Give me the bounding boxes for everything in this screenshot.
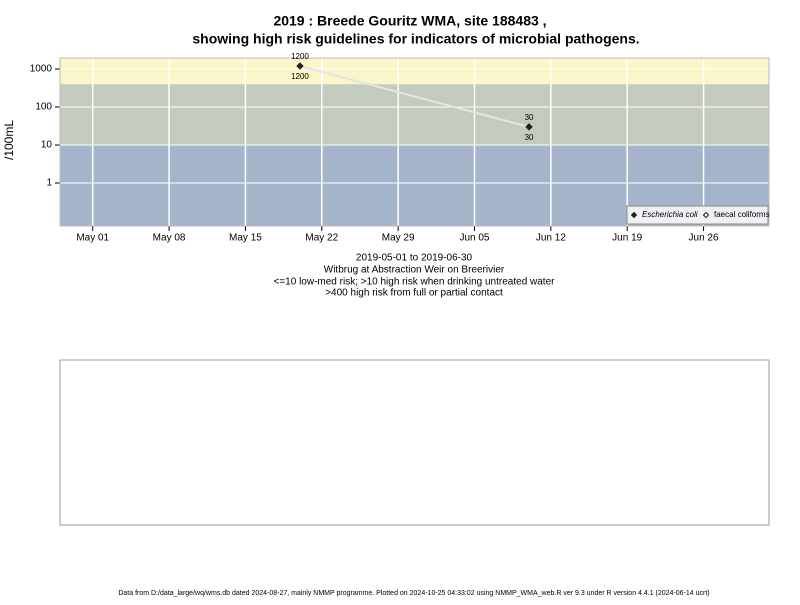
legend-label: Escherichia coli (642, 210, 698, 219)
risk-band (60, 58, 769, 85)
x-tick-label: May 29 (382, 233, 415, 244)
data-point (296, 62, 304, 70)
data-label: 1200 (291, 72, 309, 81)
chart-title: 2019 : Breede Gouritz WMA, site 188483 , (273, 13, 546, 29)
subtitle: 2019-05-01 to 2019-06-30 (356, 253, 473, 264)
risk-band (60, 84, 769, 146)
x-tick-label: May 15 (229, 233, 262, 244)
x-tick-label: May 08 (153, 233, 186, 244)
x-tick-label: Jun 19 (612, 233, 642, 244)
x-tick-label: May 22 (305, 233, 338, 244)
subtitle: <=10 low-med risk; >10 high risk when dr… (274, 277, 556, 288)
subtitle: Witbrug at Abstraction Weir on Breerivie… (324, 265, 505, 276)
x-tick-label: Jun 05 (459, 233, 489, 244)
footer: Data from D:/data_large/wq/wms.db dated … (118, 590, 709, 597)
chart-title: showing high risk guidelines for indicat… (192, 31, 639, 47)
legend-label: faecal coliforms (714, 210, 770, 219)
data-point (525, 123, 533, 131)
data-label: 1200 (291, 52, 309, 61)
y-tick-label: 100 (35, 102, 52, 113)
y-tick-label: 1000 (30, 64, 53, 75)
legend-marker (702, 211, 710, 219)
subtitle: >400 high risk from full or partial cont… (325, 288, 503, 299)
y-tick-label: 1 (46, 178, 52, 189)
plot-frame (59, 57, 770, 227)
y-tick-label: 10 (41, 140, 53, 151)
data-label: 30 (525, 113, 534, 122)
x-tick-label: May 01 (76, 233, 109, 244)
empty-panel (59, 359, 770, 526)
legend-box (626, 205, 769, 225)
y-axis-label: /100mL (2, 120, 16, 160)
series-line (299, 65, 530, 128)
x-tick-label: Jun 26 (689, 233, 719, 244)
legend-marker (630, 211, 638, 219)
x-tick-label: Jun 12 (536, 233, 566, 244)
data-label: 30 (525, 133, 534, 142)
